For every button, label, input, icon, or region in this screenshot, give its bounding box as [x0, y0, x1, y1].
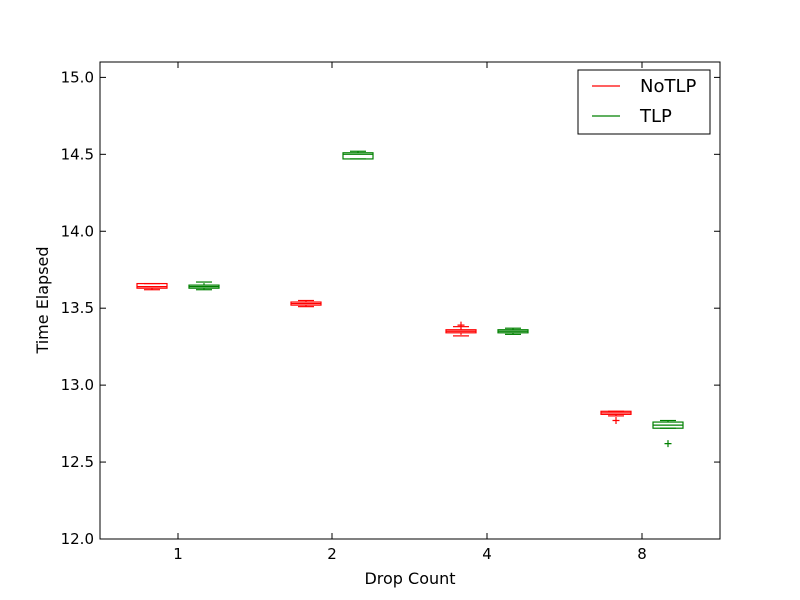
x-tick-label: 8 [637, 545, 647, 563]
box-2 [290, 299, 322, 308]
y-tick-label: 12.5 [61, 453, 94, 471]
x-axis-label: Drop Count [364, 569, 455, 588]
x-tick-label: 4 [482, 545, 492, 563]
y-axis: 12.0 12.5 13.0 13.5 14.0 14.5 15.0 [61, 68, 720, 548]
legend-box [577, 69, 711, 135]
series-notlp [136, 282, 632, 425]
box-8 [600, 410, 632, 425]
box-8 [652, 419, 684, 448]
outlier-marker [664, 440, 672, 448]
box-1 [136, 282, 168, 291]
y-tick-label: 14.5 [61, 145, 94, 163]
y-tick-label: 13.5 [61, 299, 94, 317]
y-axis-label: Time Elapsed [33, 246, 52, 354]
box-1 [188, 281, 220, 291]
box-plot-series [136, 150, 684, 448]
box-iqr [136, 282, 168, 289]
x-tick-label: 2 [327, 545, 337, 563]
y-tick-label: 14.0 [61, 222, 94, 240]
legend: NoTLP TLP [577, 69, 711, 135]
x-tick-label: 1 [173, 545, 183, 563]
y-tick-label: 15.0 [61, 68, 94, 86]
y-tick-label: 13.0 [61, 376, 94, 394]
box-iqr [342, 152, 374, 160]
outlier-marker [457, 321, 465, 329]
series-tlp [188, 150, 684, 448]
box-4 [445, 321, 477, 337]
legend-label-notlp: NoTLP [640, 76, 697, 97]
box-2 [342, 150, 374, 160]
outlier-marker [612, 417, 620, 425]
plot-area [99, 61, 721, 540]
legend-label-tlp: TLP [639, 106, 672, 127]
y-tick-label: 12.0 [61, 530, 94, 548]
x-axis: 1 2 4 8 [173, 62, 647, 563]
box-4 [497, 327, 529, 335]
